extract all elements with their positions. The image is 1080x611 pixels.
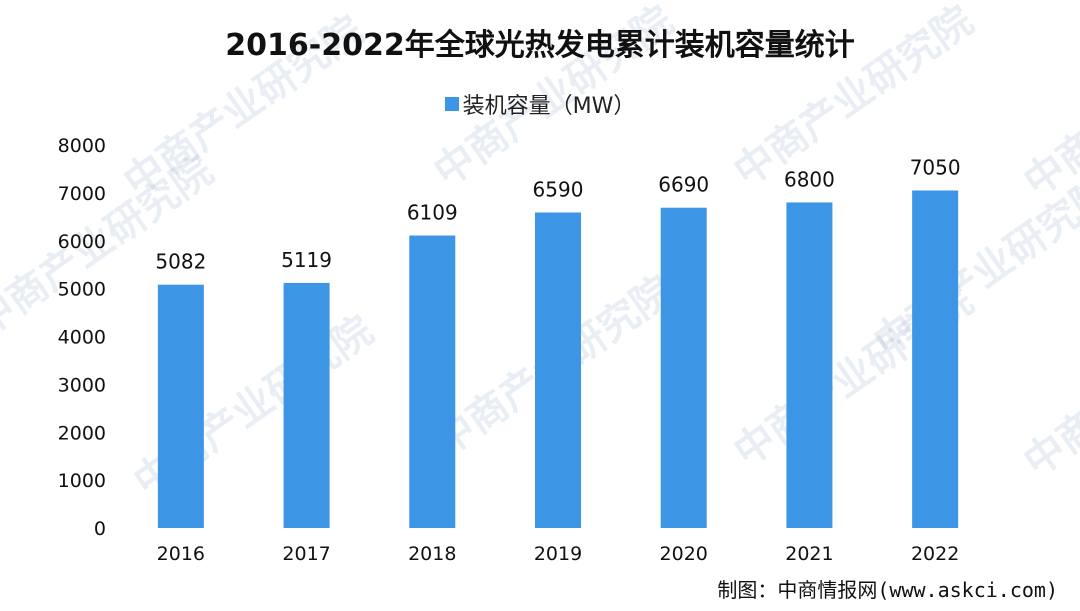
legend-swatch	[444, 97, 459, 111]
y-tick-label: 5000	[58, 279, 106, 301]
y-tick-label: 4000	[58, 327, 106, 349]
data-label-2022: 7050	[910, 155, 961, 179]
x-tick-label-2020: 2020	[660, 543, 708, 565]
legend-label: 装机容量（MW）	[462, 94, 636, 119]
x-tick-label-2017: 2017	[282, 543, 330, 565]
bar-2021	[786, 202, 833, 528]
data-label-2020: 6690	[658, 173, 709, 197]
y-tick-label: 1000	[58, 470, 106, 492]
legend: 装机容量（MW）	[0, 88, 1080, 120]
source-credit: 制图：中商情报网(www.askci.com)	[717, 578, 1058, 602]
y-tick-label: 7000	[58, 183, 106, 205]
data-label-2018: 6109	[407, 201, 458, 225]
y-tick-label: 8000	[58, 135, 106, 157]
bar-2018	[409, 235, 456, 529]
x-tick-label-2018: 2018	[408, 543, 456, 565]
x-tick-label-2016: 2016	[157, 543, 205, 565]
bar-2020	[660, 207, 707, 528]
data-label-2021: 6800	[784, 167, 835, 191]
y-tick-label: 3000	[58, 374, 106, 396]
x-tick-label-2021: 2021	[785, 543, 833, 565]
x-tick-label-2019: 2019	[534, 543, 582, 565]
y-tick-label: 6000	[58, 231, 106, 253]
y-tick-label: 2000	[58, 422, 106, 444]
x-tick-label-2022: 2022	[911, 543, 959, 565]
y-tick-label: 0	[94, 518, 106, 540]
data-label-2017: 5119	[281, 248, 332, 272]
data-label-2019: 6590	[533, 178, 584, 202]
bar-2016	[157, 284, 204, 528]
chart-title: 2016-2022年全球光热发电累计装机容量统计	[225, 28, 855, 63]
bar-2022	[912, 190, 959, 528]
data-label-2016: 5082	[155, 250, 206, 274]
bar-2019	[535, 212, 581, 528]
bar-2017	[283, 282, 330, 528]
